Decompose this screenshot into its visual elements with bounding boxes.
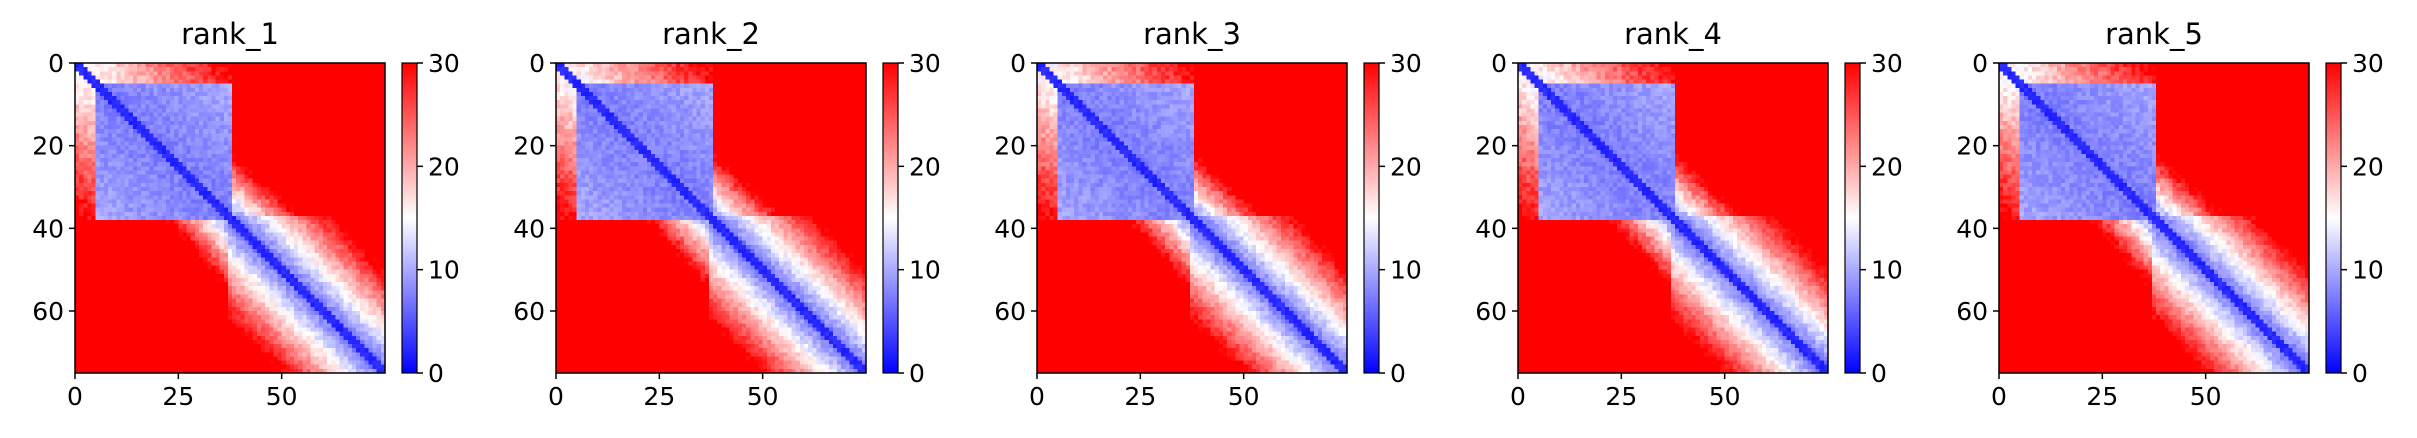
colorbar-tick-label: 30	[1390, 49, 1422, 78]
panel-title: rank_5	[2105, 17, 2203, 51]
colorbar-tick-label: 20	[428, 152, 460, 181]
x-tick-label: 25	[1124, 382, 1156, 411]
x-tick-label: 0	[1029, 382, 1045, 411]
x-tick-label: 50	[747, 382, 779, 411]
y-tick-label: 0	[529, 49, 545, 78]
heatmap-image	[75, 63, 385, 373]
colorbar	[1363, 62, 1380, 374]
x-tick-label: 50	[1709, 382, 1741, 411]
colorbar	[401, 62, 418, 374]
colorbar-tick-label: 0	[1390, 359, 1406, 388]
y-tick-label: 0	[48, 49, 64, 78]
axes-frame	[1517, 62, 1829, 374]
heatmap-image	[1518, 63, 1828, 373]
colorbar	[1844, 62, 1861, 374]
colorbar-tick-label: 10	[909, 256, 941, 285]
y-tick-label: 0	[1491, 49, 1507, 78]
colorbar-tick-label: 0	[909, 359, 925, 388]
panel-title: rank_1	[181, 17, 279, 51]
y-tick-label: 0	[1972, 49, 1988, 78]
y-tick-label: 20	[994, 132, 1026, 161]
colorbar-tick-label: 0	[1871, 359, 1887, 388]
colorbar-tick-label: 30	[1871, 49, 1903, 78]
y-tick-label: 40	[1956, 214, 1988, 243]
x-tick-label: 25	[1605, 382, 1637, 411]
x-tick-label: 0	[67, 382, 83, 411]
panel-rank_5: rank_5 0 25 50 0 20 40 60 0 10 20 30	[1956, 17, 2384, 411]
panel-rank_3: rank_3 0 25 50 0 20 40 60 0 10 20 30	[994, 17, 1422, 411]
x-tick-label: 25	[643, 382, 675, 411]
x-tick-label: 50	[2190, 382, 2222, 411]
colorbar-tick-label: 20	[909, 152, 941, 181]
colorbar-tick-label: 0	[428, 359, 444, 388]
axes-frame	[1036, 62, 1348, 374]
panel-rank_1: rank_1 0 25 50 0 20 40 60 0 10 20 30	[32, 17, 460, 411]
y-tick-label: 0	[1010, 49, 1026, 78]
colorbar-tick-label: 10	[428, 256, 460, 285]
colorbar-tick-label: 10	[1871, 256, 1903, 285]
y-tick-label: 60	[32, 297, 64, 326]
x-tick-label: 0	[548, 382, 564, 411]
axes-frame	[1998, 62, 2310, 374]
panel-title: rank_3	[1143, 17, 1241, 51]
colorbar-tick-label: 20	[1390, 152, 1422, 181]
colorbar-tick-label: 30	[909, 49, 941, 78]
colorbar-tick-label: 0	[2352, 359, 2368, 388]
colorbar-tick-label: 20	[1871, 152, 1903, 181]
y-tick-label: 60	[1956, 297, 1988, 326]
y-tick-label: 20	[1956, 132, 1988, 161]
y-tick-label: 20	[1475, 132, 1507, 161]
colorbar	[2325, 62, 2342, 374]
panel-rank_2: rank_2 0 25 50 0 20 40 60 0 10 20 30	[513, 17, 941, 411]
colorbar-tick-label: 10	[1390, 256, 1422, 285]
x-tick-label: 50	[266, 382, 298, 411]
colorbar	[882, 62, 899, 374]
panel-title: rank_4	[1624, 17, 1722, 51]
x-tick-label: 0	[1510, 382, 1526, 411]
x-tick-label: 0	[1991, 382, 2007, 411]
colorbar-tick-label: 20	[2352, 152, 2384, 181]
axes-frame	[555, 62, 867, 374]
x-tick-label: 25	[162, 382, 194, 411]
y-tick-label: 40	[32, 214, 64, 243]
y-tick-label: 40	[1475, 214, 1507, 243]
heatmap-image	[1999, 63, 2309, 373]
axes-frame	[74, 62, 386, 374]
colorbar-tick-label: 30	[428, 49, 460, 78]
y-tick-label: 40	[994, 214, 1026, 243]
y-tick-label: 60	[1475, 297, 1507, 326]
y-tick-label: 20	[513, 132, 545, 161]
heatmap-image	[556, 63, 866, 373]
panel-rank_4: rank_4 0 25 50 0 20 40 60 0 10 20 30	[1475, 17, 1903, 411]
y-tick-label: 40	[513, 214, 545, 243]
colorbar-tick-label: 30	[2352, 49, 2384, 78]
x-tick-label: 50	[1228, 382, 1260, 411]
colorbar-tick-label: 10	[2352, 256, 2384, 285]
y-tick-label: 60	[513, 297, 545, 326]
x-tick-label: 25	[2086, 382, 2118, 411]
heatmap-image	[1037, 63, 1347, 373]
panel-title: rank_2	[662, 17, 760, 51]
y-tick-label: 20	[32, 132, 64, 161]
y-tick-label: 60	[994, 297, 1026, 326]
heatmap-panels: rank_1 0 25 50 0 20 40 60 0 10 20 30 rank_2 0 25 50 0 20 4…	[32, 17, 2384, 411]
